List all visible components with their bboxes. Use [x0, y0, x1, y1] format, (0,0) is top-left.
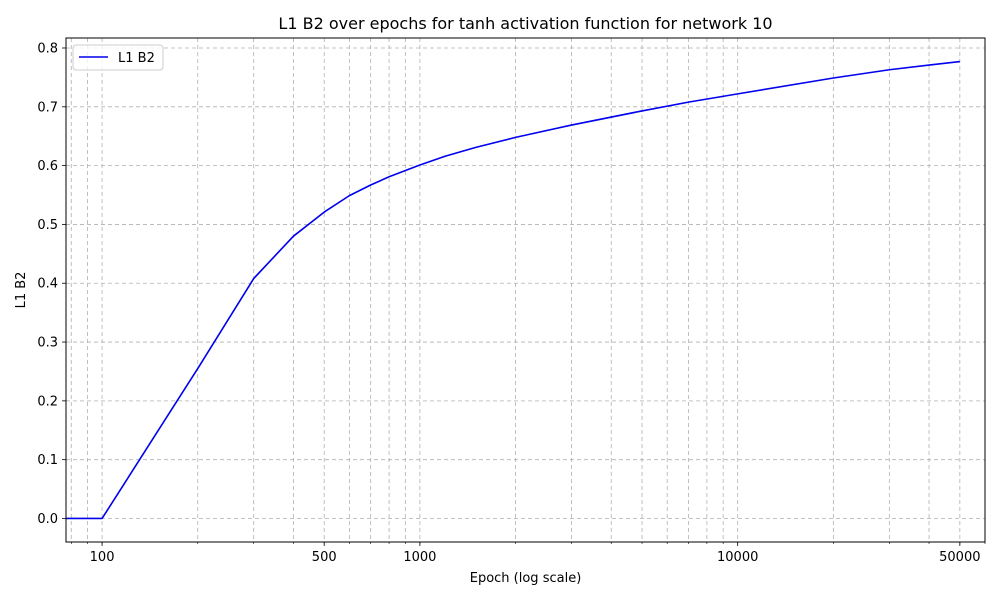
y-tick-label: 0.5 — [37, 218, 58, 233]
y-tick-label: 0.4 — [37, 277, 58, 292]
x-tick-label: 50000 — [939, 550, 980, 565]
x-axis-label: Epoch (log scale) — [470, 571, 582, 586]
x-tick-label: 100 — [90, 550, 115, 565]
y-tick-label: 0.8 — [37, 41, 58, 56]
tick-layer: 0.0 0.1 0.2 0.3 0.4 0.5 0.6 0.7 0.8 100 500 1000 100… — [37, 41, 986, 565]
y-axis-label: L1 B2 — [14, 272, 29, 309]
legend-box — [72, 44, 164, 71]
grid-layer — [66, 38, 986, 542]
x-tick-label: 500 — [312, 550, 337, 565]
y-tick-label: 0.6 — [37, 159, 58, 174]
series-line — [66, 60, 960, 520]
y-tick-label: 0.2 — [37, 394, 58, 409]
legend: L1 B2 — [72, 44, 164, 71]
y-tick-label: 0.3 — [37, 336, 58, 351]
plot-frame — [65, 37, 986, 543]
chart-title: L1 B2 over epochs for tanh activation fu… — [278, 14, 772, 33]
y-tick-label: 0.7 — [37, 100, 58, 115]
legend-label: L1 B2 — [118, 51, 155, 66]
x-tick-label: 1000 — [403, 550, 436, 565]
x-tick-label: 10000 — [717, 550, 758, 565]
y-tick-label: 0.1 — [37, 453, 58, 468]
y-tick-label: 0.0 — [37, 512, 58, 527]
series-layer — [66, 60, 960, 520]
